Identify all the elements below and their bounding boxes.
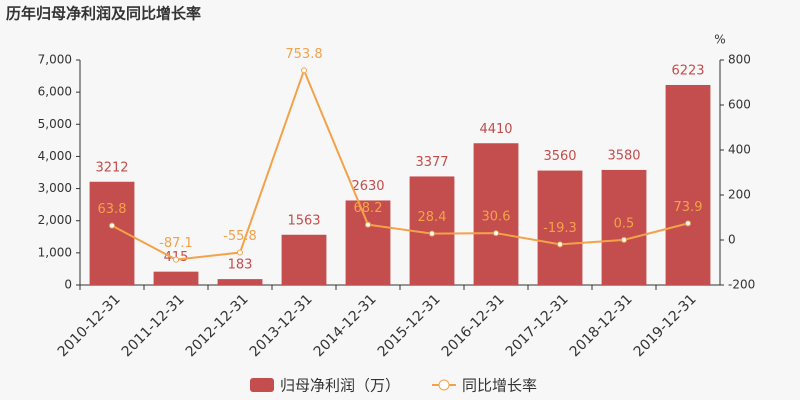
legend-swatch-point: [438, 379, 450, 391]
line-point: [493, 230, 499, 237]
line-value-label: 30.6: [482, 210, 511, 225]
y-tick-label: 2,000: [38, 213, 72, 227]
line-point: [621, 236, 627, 243]
bar-value-label: 3580: [607, 148, 640, 163]
y2-tick-label: 600: [728, 98, 751, 112]
line-point: [365, 221, 371, 228]
line-point: [173, 256, 179, 263]
bar-value-label: 3560: [543, 149, 576, 164]
line-point: [429, 230, 435, 237]
bar: [665, 84, 711, 285]
x-tick-label: 2010-12-31: [55, 291, 124, 360]
x-tick-label: 2015-12-31: [375, 291, 444, 360]
bar: [217, 279, 263, 285]
bar-value-label: 3377: [415, 155, 448, 170]
y-tick-label: 7,000: [38, 53, 72, 67]
bar: [153, 271, 199, 285]
chart-title: 历年归母净利润及同比增长率: [6, 5, 201, 23]
line-point: [109, 222, 115, 229]
y-tick-label: 3,000: [38, 181, 72, 195]
y-tick-label: 5,000: [38, 117, 72, 131]
x-tick-label: 2011-12-31: [119, 291, 188, 360]
line-point: [301, 67, 307, 74]
bar: [281, 234, 327, 285]
x-tick-label: 2012-12-31: [183, 291, 252, 360]
line-point: [557, 241, 563, 248]
bar: [537, 170, 583, 285]
y-tick-label: 0: [64, 278, 72, 292]
bar-value-label: 3212: [95, 160, 128, 175]
bar: [473, 143, 519, 285]
y-tick-label: 1,000: [38, 245, 72, 259]
legend-swatch: [250, 378, 274, 392]
line-value-label: -87.1: [159, 236, 193, 251]
bar-value-label: 1563: [287, 213, 320, 228]
line-value-label: 0.5: [614, 216, 635, 231]
bar: [601, 169, 647, 285]
x-tick-label: 2019-12-31: [631, 291, 700, 360]
line-value-label: 63.8: [98, 202, 127, 217]
legend-label: 归母净利润（万）: [280, 377, 400, 395]
x-tick-label: 2014-12-31: [311, 291, 380, 360]
y-tick-label: 4,000: [38, 149, 72, 163]
line-value-label: 753.8: [285, 47, 322, 62]
y-tick-label: 6,000: [38, 85, 72, 99]
y2-tick-label: -200: [728, 278, 755, 292]
y2-tick-label: 400: [728, 143, 751, 157]
line-value-label: 68.2: [354, 201, 383, 216]
x-tick-label: 2016-12-31: [439, 291, 508, 360]
bar-value-label: 4410: [479, 122, 512, 137]
bar: [345, 200, 391, 285]
line: [111, 67, 689, 261]
line-value-label: -55.8: [223, 229, 257, 244]
x-tick-label: 2017-12-31: [503, 291, 572, 360]
line-value-label: 28.4: [418, 210, 447, 225]
line-value-label: 73.9: [674, 200, 703, 215]
y2-tick-label: 200: [728, 188, 751, 202]
bar-value-label: 6223: [671, 63, 704, 78]
bar-value-label: 2630: [351, 179, 384, 194]
line-value-label: -19.3: [543, 221, 577, 236]
x-tick-label: 2013-12-31: [247, 291, 316, 360]
y2-tick-label: 0: [728, 233, 736, 247]
x-tick-label: 2018-12-31: [567, 291, 636, 360]
line-point: [237, 249, 243, 256]
line-point: [685, 220, 691, 227]
y2-tick-label: 800: [728, 53, 751, 67]
legend-label: 同比增长率: [462, 377, 537, 395]
bar-value-label: 183: [228, 258, 253, 273]
y2-unit: %: [714, 33, 725, 47]
